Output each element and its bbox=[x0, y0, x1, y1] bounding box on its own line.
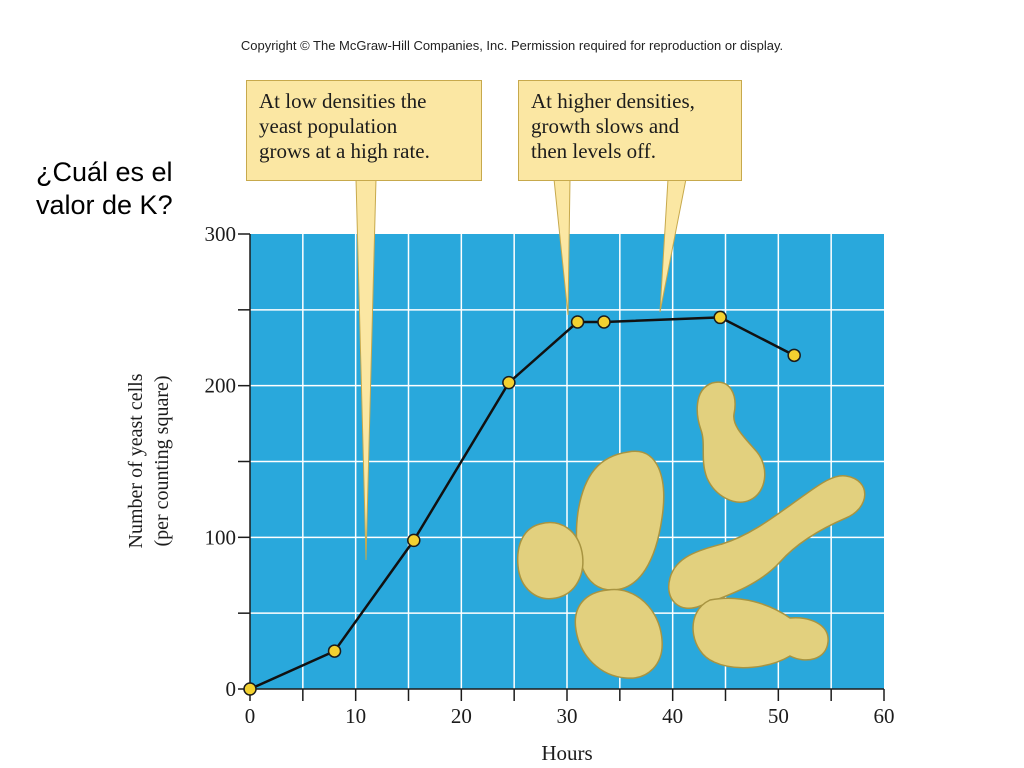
tick-labels: 0 10 20 30 40 50 60 0 100 200 300 bbox=[205, 222, 895, 728]
data-point bbox=[407, 533, 421, 548]
data-point bbox=[570, 315, 585, 329]
x-tick-label: 40 bbox=[662, 704, 683, 728]
y-tick-label: 100 bbox=[205, 525, 237, 549]
growth-curve-line bbox=[249, 316, 795, 691]
data-point bbox=[713, 310, 727, 325]
x-axis-label: Hours bbox=[541, 741, 592, 765]
x-tick-label: 60 bbox=[874, 704, 895, 728]
x-tick-label: 30 bbox=[557, 704, 578, 728]
yeast-cells-illustration bbox=[516, 381, 866, 679]
x-tick-label: 10 bbox=[345, 704, 366, 728]
y-tick-label: 300 bbox=[205, 222, 237, 246]
x-tick-label: 0 bbox=[245, 704, 256, 728]
data-point bbox=[327, 644, 342, 658]
data-point bbox=[243, 682, 257, 696]
copyright-notice: Copyright © The McGraw-Hill Companies, I… bbox=[240, 38, 784, 53]
callout-high-density: At higher densities, growth slows and th… bbox=[518, 80, 742, 181]
y-axis-label-line-1: Number of yeast cells bbox=[125, 373, 147, 548]
callout-low-density: At low densities the yeast population gr… bbox=[246, 80, 482, 181]
question-text: ¿Cuál es el valor de K? bbox=[36, 157, 173, 220]
tick-marks bbox=[238, 233, 885, 701]
x-tick-label: 50 bbox=[768, 704, 789, 728]
data-point bbox=[502, 375, 516, 390]
data-point bbox=[597, 315, 611, 329]
x-tick-label: 20 bbox=[451, 704, 472, 728]
y-tick-label: 0 bbox=[226, 677, 237, 701]
data-points bbox=[243, 310, 801, 696]
data-point bbox=[787, 348, 801, 363]
y-tick-label: 200 bbox=[205, 374, 237, 398]
y-axis-label-line-2: (per counting square) bbox=[151, 375, 173, 546]
